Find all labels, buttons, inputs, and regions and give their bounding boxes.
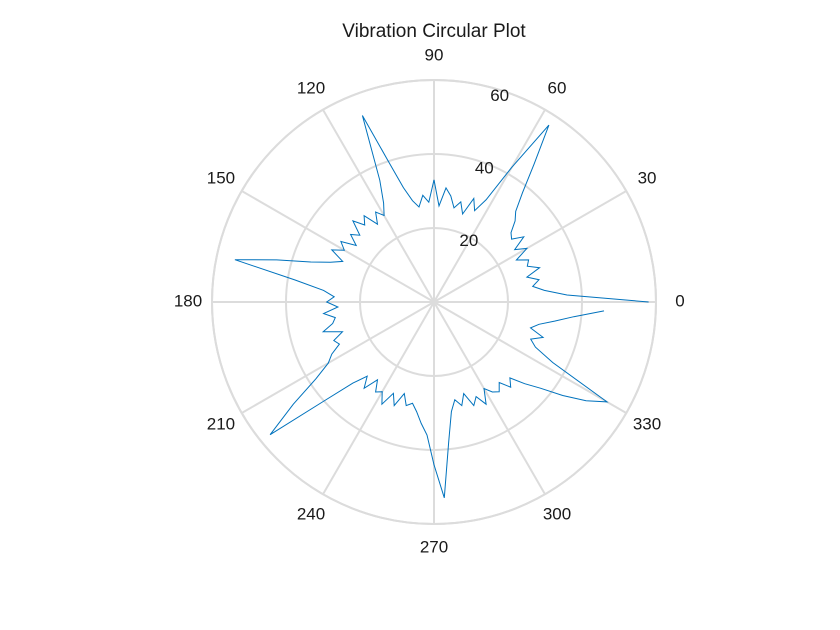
spoke-grid-line (433, 301, 546, 495)
theta-tick-label: 30 (638, 168, 657, 187)
theta-tick-label: 210 (207, 414, 235, 433)
theta-tick-label: 300 (543, 505, 571, 524)
r-tick-label: 60 (490, 86, 509, 105)
r-tick-label: 40 (475, 158, 494, 177)
theta-tick-label: 330 (633, 414, 661, 433)
spoke-grid-line (322, 301, 435, 495)
spoke-grid-line (433, 109, 546, 303)
spoke-grid-line (241, 301, 435, 414)
theta-tick-label: 120 (297, 78, 325, 97)
ring-grid-line (211, 79, 657, 525)
data-line (234, 115, 649, 498)
spoke-grid-line (433, 301, 627, 414)
r-tick-label: 20 (459, 231, 478, 250)
theta-tick-label: 60 (548, 78, 567, 97)
spoke-grid-line (322, 109, 435, 303)
theta-tick-label: 150 (207, 168, 235, 187)
spoke-grid-line (241, 190, 435, 303)
spoke-grid-line (433, 190, 627, 303)
theta-tick-label: 0 (675, 291, 684, 310)
theta-tick-label: 180 (174, 291, 202, 310)
ring-grid-line (359, 227, 509, 377)
chart-title: Vibration Circular Plot (342, 21, 526, 42)
ring-grid-line (285, 153, 583, 451)
theta-tick-label: 270 (420, 537, 448, 556)
theta-tick-label: 90 (425, 45, 444, 64)
theta-tick-label: 240 (297, 505, 325, 524)
